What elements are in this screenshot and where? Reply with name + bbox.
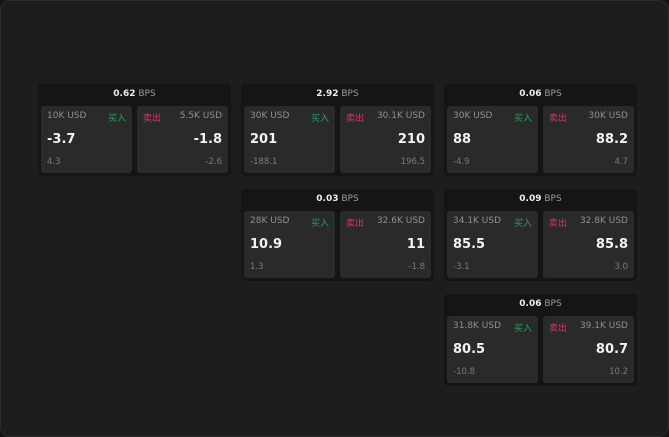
sell-cell[interactable]: 卖出 32.6K USD 11 -1.8 bbox=[340, 211, 431, 278]
buy-cell[interactable]: 10K USD 买入 -3.7 4.3 bbox=[41, 106, 132, 173]
buy-change: 1.3 bbox=[250, 262, 264, 272]
buy-label: 买入 bbox=[513, 114, 532, 124]
sell-label: 卖出 bbox=[143, 114, 162, 124]
quote-card: 0.06 BPS 30K USD 买入 88 -4.9 卖出 30K USD 88.… bbox=[444, 84, 637, 176]
sell-cell[interactable]: 卖出 5.5K USD -1.8 -2.6 bbox=[137, 106, 228, 173]
sell-price: 210 bbox=[397, 132, 425, 147]
spread-unit: BPS bbox=[341, 89, 359, 99]
quote-card: 0.06 BPS 31.8K USD 买入 80.5 -10.8 卖出 39.1K … bbox=[444, 294, 637, 386]
buy-change: 4.3 bbox=[47, 157, 61, 167]
spread-unit: BPS bbox=[544, 89, 562, 99]
sell-label: 卖出 bbox=[549, 324, 568, 334]
sell-price: -1.8 bbox=[193, 132, 222, 147]
sell-price: 11 bbox=[406, 237, 425, 252]
spread-unit: BPS bbox=[544, 299, 562, 309]
buy-cell[interactable]: 30K USD 买入 201 -188.1 bbox=[244, 106, 335, 173]
buy-change: -4.9 bbox=[453, 157, 470, 167]
buy-price: 201 bbox=[250, 132, 278, 147]
spread-header: 0.06 BPS bbox=[444, 294, 637, 315]
sell-change: 3.0 bbox=[614, 262, 628, 272]
sell-cell[interactable]: 卖出 30K USD 88.2 4.7 bbox=[543, 106, 634, 173]
buy-label: 买入 bbox=[310, 219, 329, 229]
buy-change: -3.1 bbox=[453, 262, 470, 272]
spread-value: 0.06 bbox=[519, 89, 542, 99]
sell-label: 卖出 bbox=[346, 219, 365, 229]
sell-label: 卖出 bbox=[346, 114, 365, 124]
sell-size: 39.1K USD bbox=[579, 321, 628, 331]
buy-size: 28K USD bbox=[250, 216, 290, 226]
sell-price: 88.2 bbox=[595, 132, 628, 147]
sell-size: 30K USD bbox=[588, 111, 628, 121]
spread-value: 0.62 bbox=[113, 89, 136, 99]
spread-value: 0.03 bbox=[316, 194, 339, 204]
sell-change: 4.7 bbox=[614, 157, 628, 167]
buy-cell[interactable]: 34.1K USD 买入 85.5 -3.1 bbox=[447, 211, 538, 278]
buy-cell[interactable]: 30K USD 买入 88 -4.9 bbox=[447, 106, 538, 173]
sell-price: 80.7 bbox=[595, 342, 628, 357]
buy-size: 31.8K USD bbox=[453, 321, 502, 331]
buy-price: 85.5 bbox=[453, 237, 486, 252]
buy-cell[interactable]: 28K USD 买入 10.9 1.3 bbox=[244, 211, 335, 278]
sell-size: 32.6K USD bbox=[376, 216, 425, 226]
sell-size: 32.8K USD bbox=[579, 216, 628, 226]
buy-size: 30K USD bbox=[453, 111, 493, 121]
spread-header: 0.62 BPS bbox=[38, 84, 231, 105]
sell-label: 卖出 bbox=[549, 114, 568, 124]
buy-change: -10.8 bbox=[453, 367, 475, 377]
sell-label: 卖出 bbox=[549, 219, 568, 229]
buy-cell[interactable]: 31.8K USD 买入 80.5 -10.8 bbox=[447, 316, 538, 383]
buy-change: -188.1 bbox=[250, 157, 278, 167]
sell-size: 5.5K USD bbox=[179, 111, 222, 121]
sell-cell[interactable]: 卖出 39.1K USD 80.7 10.2 bbox=[543, 316, 634, 383]
buy-size: 10K USD bbox=[47, 111, 87, 121]
buy-price: 88 bbox=[453, 132, 472, 147]
sell-change: 196.5 bbox=[400, 157, 425, 167]
sell-change: -1.8 bbox=[408, 262, 425, 272]
spread-header: 0.09 BPS bbox=[444, 189, 637, 210]
sell-cell[interactable]: 卖出 32.8K USD 85.8 3.0 bbox=[543, 211, 634, 278]
spread-unit: BPS bbox=[138, 89, 156, 99]
spread-header: 0.03 BPS bbox=[241, 189, 434, 210]
spread-value: 2.92 bbox=[316, 89, 339, 99]
sell-size: 30.1K USD bbox=[376, 111, 425, 121]
spread-value: 0.09 bbox=[519, 194, 542, 204]
buy-label: 买入 bbox=[513, 219, 532, 229]
sell-change: -2.6 bbox=[205, 157, 222, 167]
spread-value: 0.06 bbox=[519, 299, 542, 309]
buy-price: 10.9 bbox=[250, 237, 283, 252]
quote-card: 0.03 BPS 28K USD 买入 10.9 1.3 卖出 32.6K USD … bbox=[241, 189, 434, 281]
buy-size: 30K USD bbox=[250, 111, 290, 121]
quote-card: 0.09 BPS 34.1K USD 买入 85.5 -3.1 卖出 32.8K U… bbox=[444, 189, 637, 281]
buy-price: 80.5 bbox=[453, 342, 486, 357]
spread-header: 2.92 BPS bbox=[241, 84, 434, 105]
buy-label: 买入 bbox=[107, 114, 126, 124]
sell-price: 85.8 bbox=[595, 237, 628, 252]
quote-card: 0.62 BPS 10K USD 买入 -3.7 4.3 卖出 5.5K USD -… bbox=[38, 84, 231, 176]
spread-unit: BPS bbox=[341, 194, 359, 204]
spread-header: 0.06 BPS bbox=[444, 84, 637, 105]
quote-card: 2.92 BPS 30K USD 买入 201 -188.1 卖出 30.1K US… bbox=[241, 84, 434, 176]
sell-change: 10.2 bbox=[609, 367, 628, 377]
buy-label: 买入 bbox=[513, 324, 532, 334]
sell-cell[interactable]: 卖出 30.1K USD 210 196.5 bbox=[340, 106, 431, 173]
spread-unit: BPS bbox=[544, 194, 562, 204]
buy-label: 买入 bbox=[310, 114, 329, 124]
buy-price: -3.7 bbox=[47, 132, 76, 147]
buy-size: 34.1K USD bbox=[453, 216, 502, 226]
